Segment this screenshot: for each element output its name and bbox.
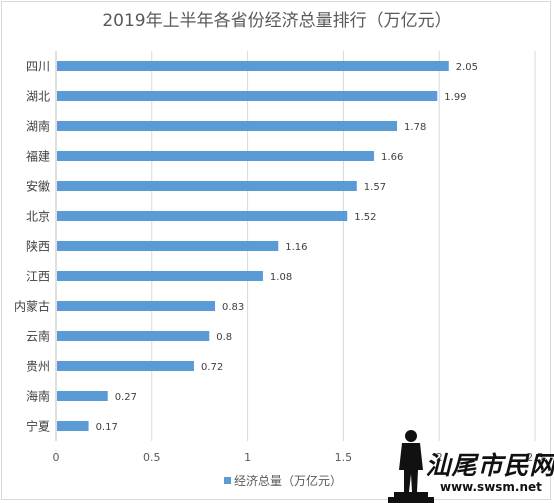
legend: 经济总量（万亿元） [224, 473, 342, 488]
data-label: 1.66 [381, 152, 403, 163]
chart-title: 2019年上半年各省份经济总量排行（万亿元） [102, 11, 451, 31]
data-label: 0.83 [222, 302, 244, 313]
x-tick-label: 1 [244, 451, 251, 464]
data-label: 0.27 [115, 392, 137, 403]
legend-swatch [224, 477, 231, 484]
x-tick-label: 2 [436, 451, 443, 464]
category-label: 安徽 [26, 179, 50, 194]
category-label: 湖南 [26, 119, 50, 134]
bar [57, 61, 449, 71]
data-label: 0.17 [96, 422, 118, 433]
data-label: 2.05 [456, 62, 478, 73]
bar [57, 361, 194, 371]
bar [57, 211, 348, 221]
legend-label: 经济总量（万亿元） [234, 473, 342, 488]
category-label: 内蒙古 [14, 299, 50, 314]
gridlines [55, 51, 536, 441]
category-label: 海南 [26, 389, 50, 404]
category-label: 北京 [26, 210, 50, 224]
data-label: 0.8 [216, 332, 232, 343]
category-label: 贵州 [26, 360, 50, 374]
category-label: 湖北 [26, 89, 50, 104]
x-axis: 0 0.5 1 1.5 2 2.5 [53, 451, 544, 464]
watermark-text: 汕尾市民网 [424, 451, 554, 480]
category-label: 云南 [26, 329, 50, 344]
category-label: 四川 [26, 60, 50, 74]
bar [57, 271, 263, 281]
bar [57, 241, 279, 251]
bar [57, 391, 108, 401]
category-label: 宁夏 [26, 419, 50, 434]
bar [57, 151, 375, 161]
category-label: 福建 [26, 149, 50, 164]
data-label: 0.72 [201, 362, 223, 373]
watermark-url: www.swsm.net [440, 480, 542, 494]
bars [57, 61, 449, 431]
data-label: 1.08 [270, 272, 292, 283]
x-tick-label: 2.5 [526, 451, 544, 464]
data-label: 1.16 [285, 242, 307, 253]
bar [57, 421, 89, 431]
bar [57, 301, 216, 311]
category-label: 陕西 [26, 239, 50, 254]
bar [57, 121, 398, 131]
x-tick-label: 1.5 [335, 451, 353, 464]
bar [57, 331, 210, 341]
data-label: 1.99 [444, 92, 466, 103]
x-tick-label: 0 [53, 451, 60, 464]
data-label: 1.57 [364, 182, 386, 193]
category-label: 江西 [26, 270, 50, 284]
x-tick-label: 0.5 [143, 451, 161, 464]
data-labels: 2.05 1.99 1.78 1.66 1.57 1.52 1.16 1.08 0.83 0.8 0… [96, 62, 478, 433]
data-label: 1.78 [404, 122, 426, 133]
data-label: 1.52 [354, 212, 376, 223]
bar [57, 181, 357, 191]
bar [57, 91, 438, 101]
watermark-figure-icon [388, 430, 434, 503]
